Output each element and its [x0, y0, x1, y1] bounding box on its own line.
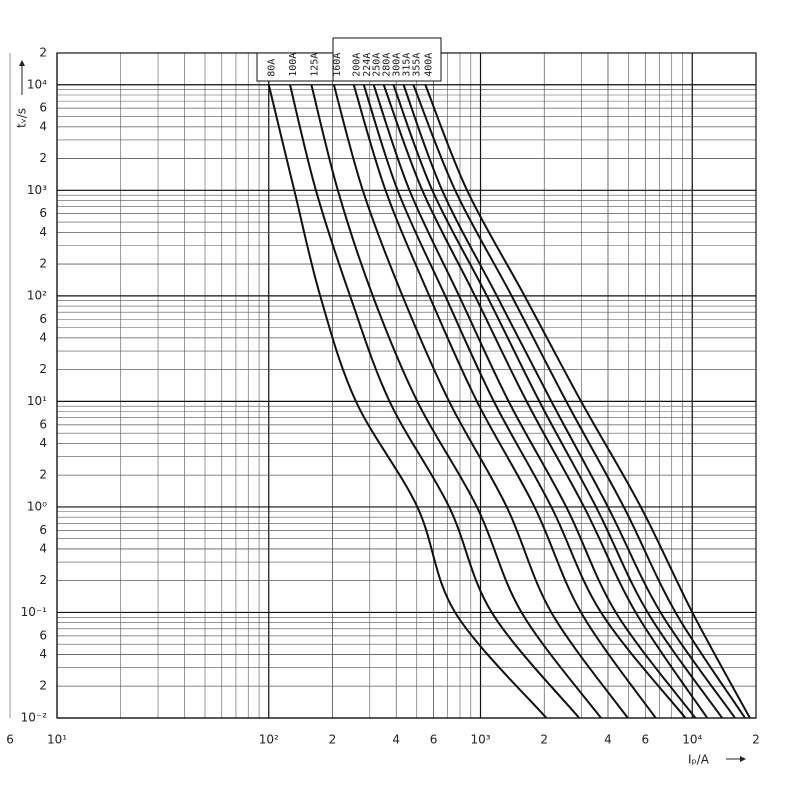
- y-tick-label: 10⁴: [27, 77, 47, 91]
- x-tick-label: 6: [430, 733, 438, 747]
- x-tick-label: 4: [392, 733, 400, 747]
- curve: [424, 84, 751, 719]
- curve-label: 400A: [423, 53, 434, 77]
- x-tick-label: 10¹: [47, 733, 67, 747]
- curve: [412, 84, 746, 719]
- y-tick-label: 2: [39, 151, 47, 165]
- y-tick-label: 10³: [27, 183, 47, 197]
- y-tick-label: 2: [39, 362, 47, 376]
- curve-label: 300A: [391, 53, 402, 77]
- y-tick-label: 10⁻²: [21, 711, 48, 725]
- curve: [392, 84, 723, 719]
- x-tick-label: 6: [6, 733, 14, 747]
- y-tick-label: 2: [39, 46, 47, 60]
- x-tick-label: 10²: [259, 733, 279, 747]
- curve-label: 160A: [332, 53, 343, 77]
- curve: [289, 84, 580, 719]
- y-axis-title: tᵥ/s: [15, 108, 29, 128]
- y-tick-label: 10¹: [27, 394, 47, 408]
- x-tick-label: 10⁴: [682, 733, 702, 747]
- y-tick-label: 6: [39, 101, 47, 115]
- y-tick-label: 6: [39, 312, 47, 326]
- x-tick-label: 4: [604, 733, 612, 747]
- y-tick-label: 10⁻¹: [21, 605, 48, 619]
- y-tick-label: 10²: [27, 288, 47, 302]
- x-tick-label: 6: [641, 733, 649, 747]
- y-tick-label: 2: [39, 573, 47, 587]
- x-axis-arrow-head: [740, 756, 746, 762]
- curve: [332, 84, 629, 719]
- curve-label: 355A: [411, 53, 422, 77]
- label-box: [256, 52, 346, 82]
- curve-label: 315A: [402, 53, 413, 77]
- x-tick-label: 10³: [470, 733, 490, 747]
- curve: [402, 84, 736, 719]
- label-box: [332, 37, 442, 82]
- curve: [372, 84, 697, 719]
- curve-label: 224A: [362, 53, 373, 77]
- y-tick-label: 4: [39, 541, 47, 555]
- curve: [267, 84, 548, 719]
- y-tick-label: 4: [39, 436, 47, 450]
- curve: [310, 84, 602, 719]
- curve-label: 80A: [267, 59, 278, 77]
- curve-label: 100A: [288, 53, 299, 77]
- y-tick-label: 6: [39, 628, 47, 642]
- grid: [9, 52, 757, 719]
- curve-label: 200A: [352, 53, 363, 77]
- x-tick-label: 2: [329, 733, 337, 747]
- x-tick-label: 2: [752, 733, 760, 747]
- curve: [362, 84, 687, 719]
- y-tick-label: 10⁰: [27, 499, 47, 513]
- y-tick-label: 2: [39, 468, 47, 482]
- y-tick-label: 6: [39, 523, 47, 537]
- y-tick-label: 2: [39, 257, 47, 271]
- curve-label: 250A: [372, 53, 383, 77]
- x-tick-label: 2: [540, 733, 548, 747]
- curve-label: 280A: [382, 53, 393, 77]
- curve: [352, 84, 657, 719]
- y-tick-label: 6: [39, 417, 47, 431]
- y-tick-label: 4: [39, 330, 47, 344]
- y-tick-label: 4: [39, 225, 47, 239]
- y-tick-label: 4: [39, 647, 47, 661]
- x-axis-title: Iₚ/A: [688, 753, 710, 767]
- curve-label: 125A: [309, 53, 320, 77]
- y-axis-arrow-head: [19, 60, 25, 66]
- y-tick-label: 6: [39, 206, 47, 220]
- y-tick-label: 2: [39, 679, 47, 693]
- curve: [382, 84, 709, 719]
- y-tick-label: 4: [39, 119, 47, 133]
